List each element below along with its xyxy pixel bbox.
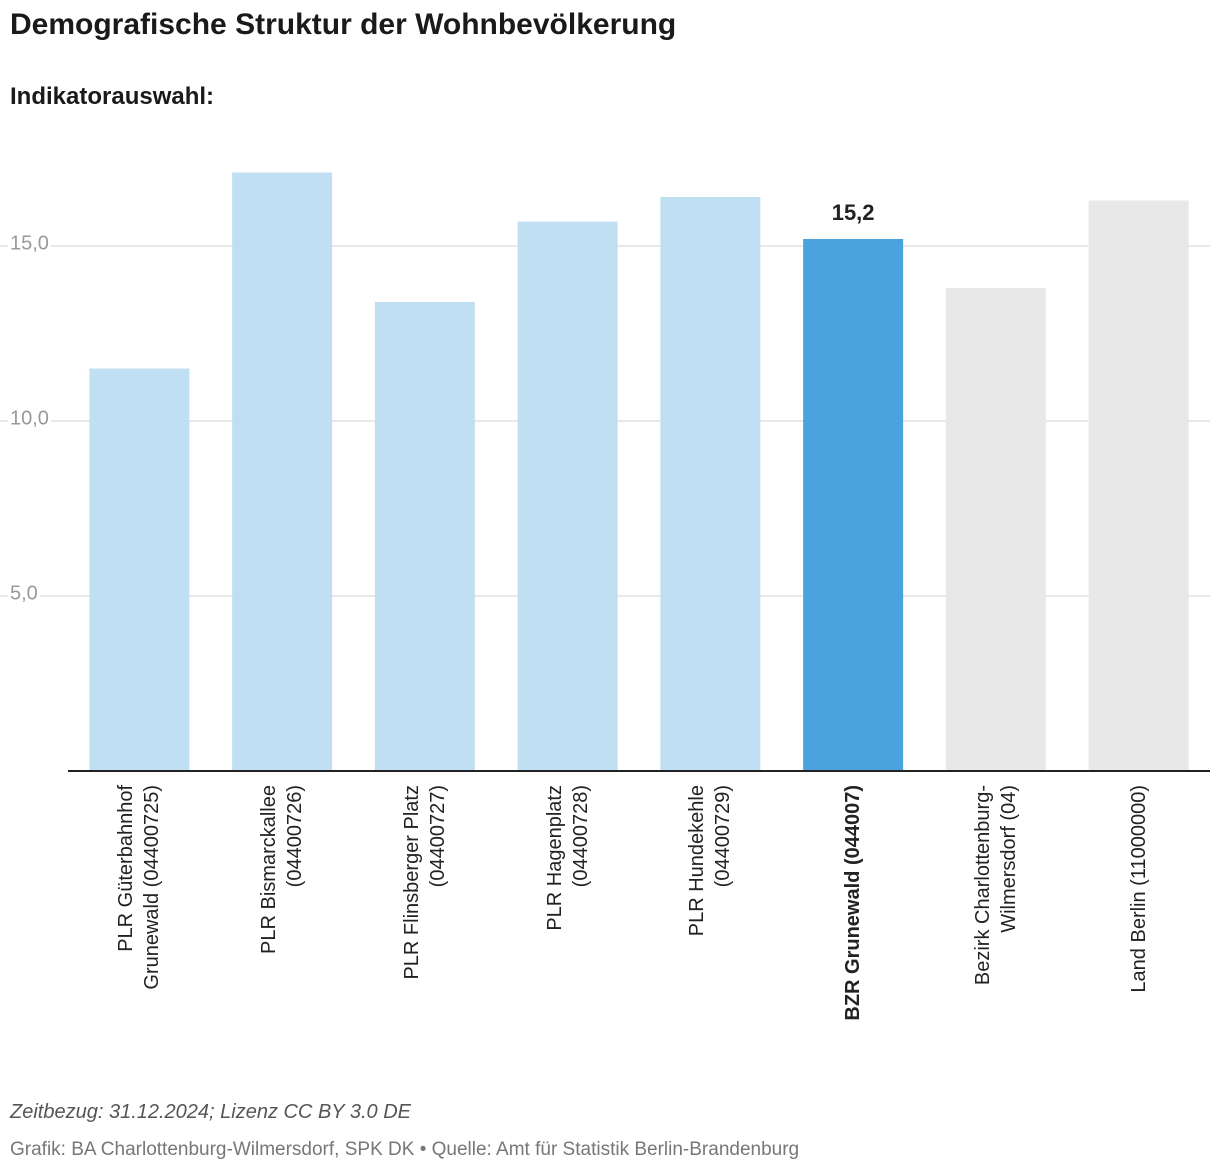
y-tick-label: 15,0 xyxy=(10,232,49,254)
tick-label-bg xyxy=(8,407,51,430)
tick-label-bg xyxy=(8,582,40,605)
bar xyxy=(89,368,190,771)
x-tick-label: PLR Bismarckallee (04400726) xyxy=(258,785,307,954)
x-tick-label: BZR Grunewald (044007) xyxy=(842,785,865,1021)
tick-label-bg xyxy=(8,232,51,255)
x-tick-label: PLR Flinsberger Platz (04400727) xyxy=(400,785,449,980)
bar xyxy=(517,221,618,771)
x-tick-label: PLR Hagenplatz (04400728) xyxy=(543,785,592,931)
bar xyxy=(1088,200,1189,771)
y-tick-label: 10,0 xyxy=(10,407,49,429)
bar xyxy=(803,239,904,771)
x-tick-label: PLR Güterbahnhof Grunewald (04400725) xyxy=(115,785,164,990)
x-tick-label: PLR Hundekehle (04400729) xyxy=(686,785,735,937)
note: Zeitbezug: 31.12.2024; Lizenz CC BY 3.0 … xyxy=(10,1101,411,1123)
bar xyxy=(945,288,1046,771)
chart-title: Demografische Struktur der Wohnbevölkeru… xyxy=(10,8,677,41)
value-label: 15,2 xyxy=(832,200,875,225)
x-tick-label: Bezirk Charlottenburg- Wilmersdorf (04) xyxy=(971,785,1020,986)
y-tick-label: 5,0 xyxy=(10,582,38,604)
bar xyxy=(374,302,475,771)
chart-subtitle: Indikatorauswahl: xyxy=(10,83,215,110)
bar xyxy=(232,172,333,771)
x-tick-label: Land Berlin (11000000) xyxy=(1127,785,1150,993)
bar xyxy=(660,197,761,771)
source: Grafik: BA Charlottenburg-Wilmersdorf, S… xyxy=(10,1139,800,1160)
